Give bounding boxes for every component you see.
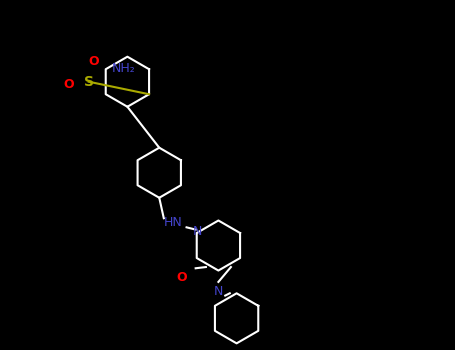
Text: S: S	[84, 75, 94, 89]
Text: NH₂: NH₂	[111, 62, 135, 75]
Text: O: O	[63, 77, 74, 91]
Text: O: O	[177, 271, 187, 284]
Text: HN: HN	[163, 216, 182, 229]
Text: O: O	[88, 55, 99, 68]
Text: N: N	[193, 225, 202, 238]
Text: N: N	[214, 285, 223, 297]
